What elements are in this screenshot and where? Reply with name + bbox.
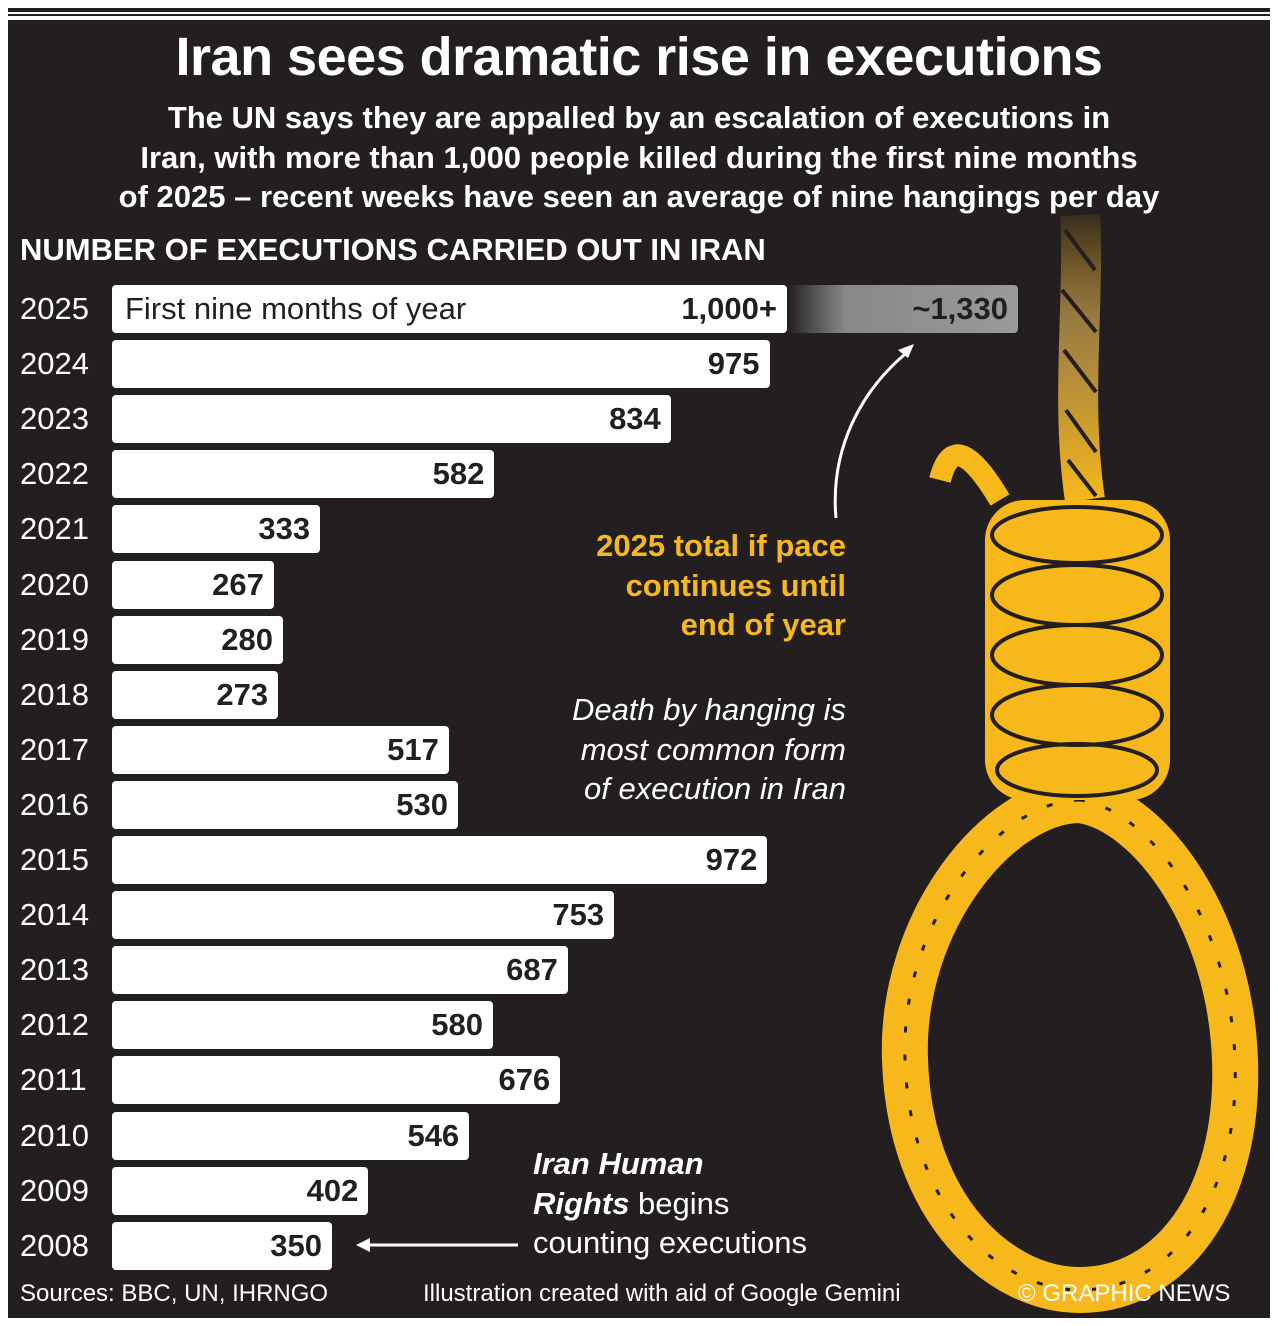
bar-value-label: 975 (707, 346, 760, 382)
bar-value-label: 687 (506, 952, 558, 988)
top-rule-thin (8, 14, 1270, 16)
year-label: 2015 (20, 842, 89, 877)
bar-value-label: 676 (498, 1062, 551, 1098)
bar-value-label: 333 (258, 511, 311, 547)
note-line: continues until (625, 567, 846, 603)
bar-2013 (112, 946, 568, 995)
hanging-note: Death by hanging is most common form of … (572, 690, 846, 809)
bar-2025 (112, 285, 787, 333)
copyright: © GRAPHIC NEWS (1018, 1280, 1231, 1307)
bar-value-label: 267 (212, 566, 264, 602)
ihr-note: Iran Human Rights begins counting execut… (533, 1144, 807, 1263)
year-label: 2024 (20, 346, 89, 382)
year-label: 2014 (20, 897, 89, 933)
bar-2012 (112, 1001, 493, 1050)
year-label: 2013 (20, 952, 89, 988)
bar-2020 (112, 560, 274, 609)
note-bold: Iran Human (533, 1146, 704, 1181)
note-text: begins (629, 1185, 730, 1221)
bar-2017 (112, 725, 449, 774)
bar-2015 (112, 836, 768, 884)
projection-bar (787, 285, 1018, 333)
note-line: Death by hanging is (571, 692, 846, 727)
bar-value-label: 580 (431, 1007, 483, 1043)
bar-value-label: 273 (216, 676, 269, 712)
year-label: 2019 (20, 621, 89, 657)
bar-2016 (112, 780, 458, 829)
illustration-credit: Illustration created with aid of Google … (423, 1280, 901, 1307)
bar-value-label: 972 (705, 842, 758, 877)
projection-value-label: ~1,330 (912, 291, 1008, 326)
bar-2008 (112, 1221, 332, 1270)
subtitle-line: of 2025 – recent weeks have seen an aver… (118, 179, 1160, 214)
bar-2021 (112, 505, 321, 554)
bar-value-label: 280 (221, 621, 273, 657)
bar-value-label: 582 (432, 456, 485, 492)
bar-2010 (112, 1111, 470, 1160)
subtitle: The UN says they are appalled by an esca… (0, 98, 1278, 217)
chart-title: NUMBER OF EXECUTIONS CARRIED OUT IN IRAN (20, 232, 766, 267)
year-label: 2009 (20, 1172, 89, 1208)
bar-2014 (112, 891, 615, 940)
bar-2018 (112, 670, 279, 719)
bar-2009 (112, 1166, 369, 1215)
year-label: 2018 (20, 676, 89, 712)
bar-value-label: 546 (407, 1117, 460, 1153)
page-title: Iran sees dramatic rise in executions (175, 27, 1103, 87)
bar-2023 (112, 395, 671, 444)
top-rule (8, 8, 1270, 12)
noose-icon (881, 213, 1259, 1314)
note-line: 2025 total if pace (596, 528, 846, 563)
note-text: counting executions (533, 1225, 808, 1260)
year-label: 2016 (20, 786, 89, 822)
year-label: 2025 (20, 291, 89, 326)
bar-2024 (112, 340, 770, 389)
bar-2022 (112, 450, 495, 499)
bar-2019 (112, 615, 283, 664)
bar-value-label: 350 (270, 1227, 322, 1263)
year-label: 2022 (20, 456, 89, 492)
note-bold: Rights (533, 1185, 630, 1221)
subtitle-line: The UN says they are appalled by an esca… (167, 100, 1111, 135)
ihr-arrow (356, 1238, 518, 1252)
bar-2025-label: First nine months of year (125, 291, 467, 326)
year-label: 2017 (20, 731, 89, 767)
year-label: 2012 (20, 1007, 89, 1043)
bar-value-label: 402 (306, 1172, 359, 1208)
bar-value-label: 834 (609, 401, 661, 437)
year-label: 2020 (20, 566, 89, 602)
year-label: 2010 (20, 1117, 89, 1153)
bar-value-label: 530 (396, 786, 448, 822)
bar-value-label: 1,000+ (681, 291, 777, 326)
projection-arrow (833, 344, 914, 519)
note-line: of execution in Iran (584, 771, 846, 806)
year-label: 2008 (20, 1227, 89, 1263)
note-line: most common form (580, 731, 846, 767)
year-label: 2011 (20, 1062, 87, 1098)
bar-value-label: 517 (387, 731, 439, 767)
sources: Sources: BBC, UN, IHRNGO (20, 1280, 329, 1307)
note-line: end of year (680, 607, 846, 642)
bar-2011 (112, 1056, 561, 1105)
subtitle-line: Iran, with more than 1,000 people killed… (140, 139, 1138, 175)
year-label: 2023 (20, 401, 89, 437)
bar-value-label: 753 (552, 897, 605, 933)
projection-note: 2025 total if pace continues until end o… (596, 526, 846, 645)
year-label: 2021 (20, 511, 89, 547)
